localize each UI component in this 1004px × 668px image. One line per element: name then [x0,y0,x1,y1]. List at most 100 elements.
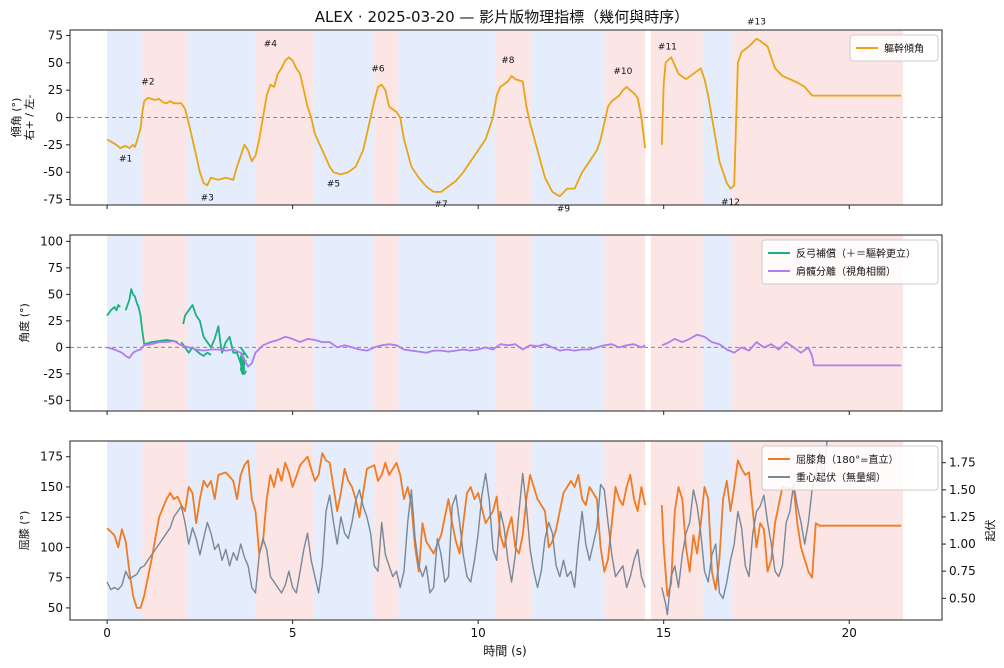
x-tick-label: 0 [103,626,111,640]
phase-band-11 [702,235,733,411]
legend-label-2: 重心起伏（無量綱） [796,471,886,484]
y-tick-label: 75 [48,261,63,275]
series-1-segment-54 [239,362,246,370]
x-tick-label: 5 [289,626,297,640]
phase-band-0 [107,235,143,411]
phase-band-4 [313,235,375,411]
series-2-segment-2 [661,333,902,367]
y-tick-label: 50 [48,56,63,70]
annotation-9: #9 [557,205,571,215]
y-tick-label: -25 [43,138,63,152]
phase-band-8 [531,235,605,411]
x-axis-label: 時間 (s) [483,644,526,658]
y-axis-label-secondary: 右+ / 左- [22,95,36,141]
phase-band-5 [374,235,399,411]
y-tick-label: 0 [55,340,63,354]
series-lines [106,37,902,198]
series-1-segment-2 [660,37,902,190]
x-tick-label: 15 [656,626,671,640]
phase-band-6 [398,235,495,411]
phase-band-1 [142,235,187,411]
phase-band-10 [650,441,703,620]
annotation-12: #12 [721,198,740,208]
legend-label-2: 肩髖分離（視角相關） [796,265,896,278]
phase-band-2 [186,441,256,620]
phase-band-8 [531,441,605,620]
panel-1: #1#2#3#4#5#6#7#8#9#10#11#12#13-75-50-250… [9,18,943,215]
y2-tick-label: 1.75 [949,456,976,470]
y-tick-label: 25 [48,314,63,328]
phase-band-10 [650,235,703,411]
panel-3: 0 5 10 15 20 50 75 100 125 150 175 0.50 0.75 1.00 1.25… [18,440,997,640]
plot-frame [69,440,943,621]
x-tick-label: 20 [842,626,857,640]
annotation-1: #1 [119,154,132,164]
y2-tick-label: 1.00 [949,537,976,551]
phase-band-1 [142,441,187,620]
y2-tick-label: 1.50 [949,483,976,497]
legend-label-1: 反弓補償（＋＝驅幹更立） [796,247,916,260]
series-1-segment-4 [182,304,242,364]
y2-tick-label: 0.50 [949,591,976,605]
legend: 反弓補償（＋＝驅幹更立） 肩髖分離（視角相關） [761,239,939,285]
legend-box [849,34,939,62]
annotation-3: #3 [201,194,214,204]
annotation-5: #5 [327,179,340,189]
y2-tick-label: 1.25 [949,510,976,524]
y-tick-label: -25 [43,367,63,381]
series-lines [106,441,902,616]
legend: 軀幹傾角 [849,34,939,62]
phase-band-5 [374,441,399,620]
y-tick-label: -50 [43,393,63,407]
legend-box [761,445,939,491]
y2-tick-label: 0.75 [949,564,976,578]
y-tick-label: 100 [40,234,63,248]
y-axis-label: 傾角 (°) [9,98,23,138]
y-tick-label: 0 [55,111,63,125]
series-1-segment-1 [106,452,646,609]
legend-box [761,239,939,285]
y-tick-label: -50 [43,165,63,179]
series-1-segment-55 [239,368,246,375]
phase-band-9 [604,235,646,411]
annotation-2: #2 [141,78,154,88]
legend-label-1: 屈膝角（180°=直立） [796,453,898,466]
y-tick-label: 75 [48,571,63,585]
y-tick-label: 50 [48,601,63,615]
y-axis-label: 角度 (°) [17,303,31,343]
y-tick-label: 150 [40,480,63,494]
series-1-segment-8 [239,346,246,354]
series-1-segment-2 [124,288,178,346]
series-2-segment-1 [106,335,646,368]
annotation-4: #4 [264,39,278,49]
y-tick-label: 175 [40,450,63,464]
y-tick-label: 75 [48,28,63,42]
series-lines [106,288,902,375]
y-tick-label: -75 [43,193,63,207]
legend-label-1: 軀幹傾角 [884,42,924,55]
series-2-segment-1 [106,472,646,594]
phase-bands [107,441,904,620]
annotation-10: #10 [613,67,632,77]
phase-band-3 [255,235,314,411]
y-tick-label: 50 [48,287,63,301]
phase-band-7 [494,235,532,411]
x-tick-label: 10 [471,626,486,640]
annotation-8: #8 [501,56,515,66]
y-tick-label: 25 [48,83,63,97]
annotation-11: #11 [658,43,677,53]
y-tick-label: 100 [40,540,63,554]
y-axis-label: 屈膝 (°) [18,511,31,551]
legend: 屈膝角（180°=直立） 重心起伏（無量綱） [761,445,939,491]
annotation-6: #6 [371,65,385,75]
series-1-segment-3 [180,341,212,357]
plot-frame [69,234,943,412]
phase-band-0 [107,441,143,620]
series-1-segment-2 [660,459,902,597]
annotation-13: #13 [747,18,766,28]
series-1-segment-1 [106,56,646,198]
phase-band-6 [398,30,495,205]
y-tick-label: 125 [40,510,63,524]
figure-title: ALEX · 2025-03-20 — 影片版物理指標（幾何與時序） [315,8,689,26]
